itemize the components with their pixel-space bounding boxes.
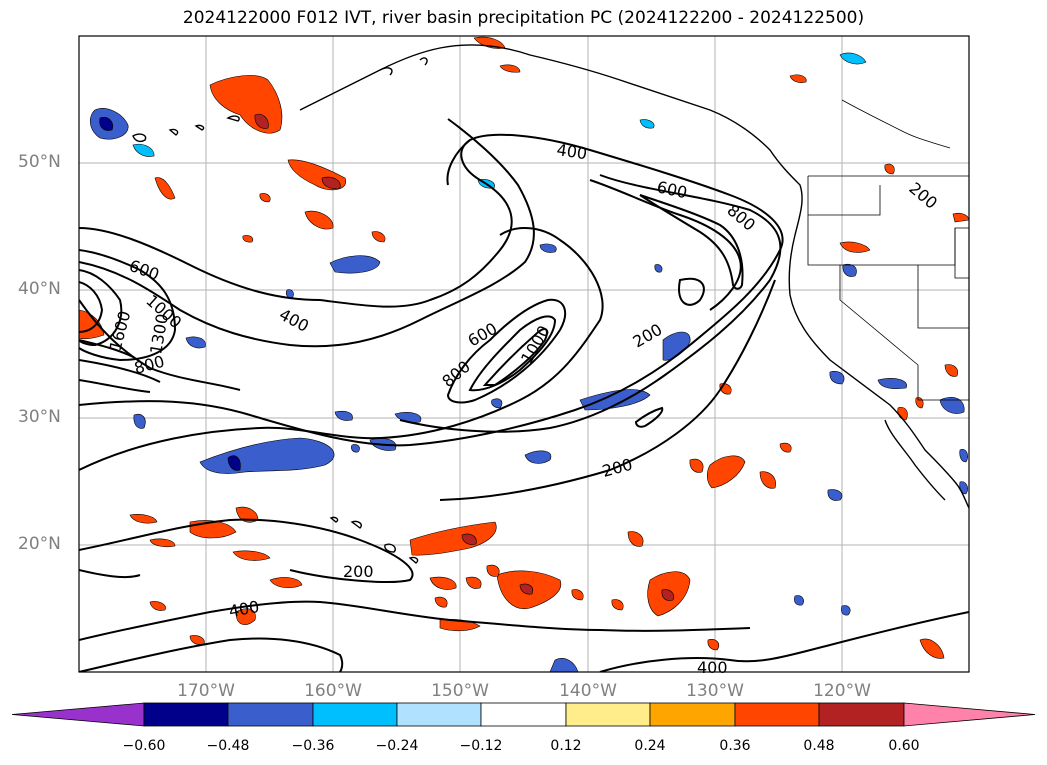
gridlines [79,36,969,672]
colorbar-segment [480,702,567,727]
colorbar-segment [312,702,398,727]
colorbar-segment [903,702,1036,727]
lat-label: 50°N [18,152,61,172]
colorbar-tick-label: −0.60 [122,738,166,754]
colorbar-segment [143,702,229,727]
colorbar-tick-label: −0.24 [375,738,419,754]
colorbar-segment [11,702,145,727]
state-borders [807,99,969,401]
lon-label: 160°W [304,681,362,701]
colorbar-tick-label: 0.12 [550,738,582,754]
lon-label: 130°W [686,681,744,701]
colorbar-tick-label: 0.24 [634,738,666,754]
colorbar-tick-label: 0.36 [719,738,751,754]
colorbar-tick-label: −0.12 [459,738,503,754]
colorbar-segment [565,702,651,727]
contour-label: 400 [697,658,728,677]
lat-label: 30°N [18,407,61,427]
map-panel: 400 600 800 600 1000 1600 1300 800 400 6… [78,35,970,677]
ivt-contours [79,118,969,672]
lat-label: 20°N [18,534,61,554]
colorbar-tick-label: 0.60 [888,738,920,754]
colorbar-segment [227,702,314,727]
colorbar-segment [649,702,736,727]
lat-label: 40°N [18,279,61,299]
map-frame [78,35,970,673]
contour-label: 400 [555,140,588,163]
map-title: 2024122000 F012 IVT, river basin precipi… [182,8,865,28]
colorbar-tick-label: −0.36 [291,738,335,754]
lon-label: 170°W [177,681,235,701]
colorbar-tick-label: −0.48 [206,738,250,754]
precip-positive-patches [79,36,969,659]
precip-negative-patches [90,52,968,672]
lon-label: 150°W [431,681,489,701]
colorbar-tick-label: 0.48 [803,738,835,754]
lon-label: 120°W [813,681,871,701]
contour-label: 200 [343,562,374,581]
colorbar-segment [734,702,820,727]
coastlines [132,44,969,564]
colorbar-segment [396,702,482,727]
colorbar-segment [818,702,905,727]
lon-label: 140°W [559,681,617,701]
